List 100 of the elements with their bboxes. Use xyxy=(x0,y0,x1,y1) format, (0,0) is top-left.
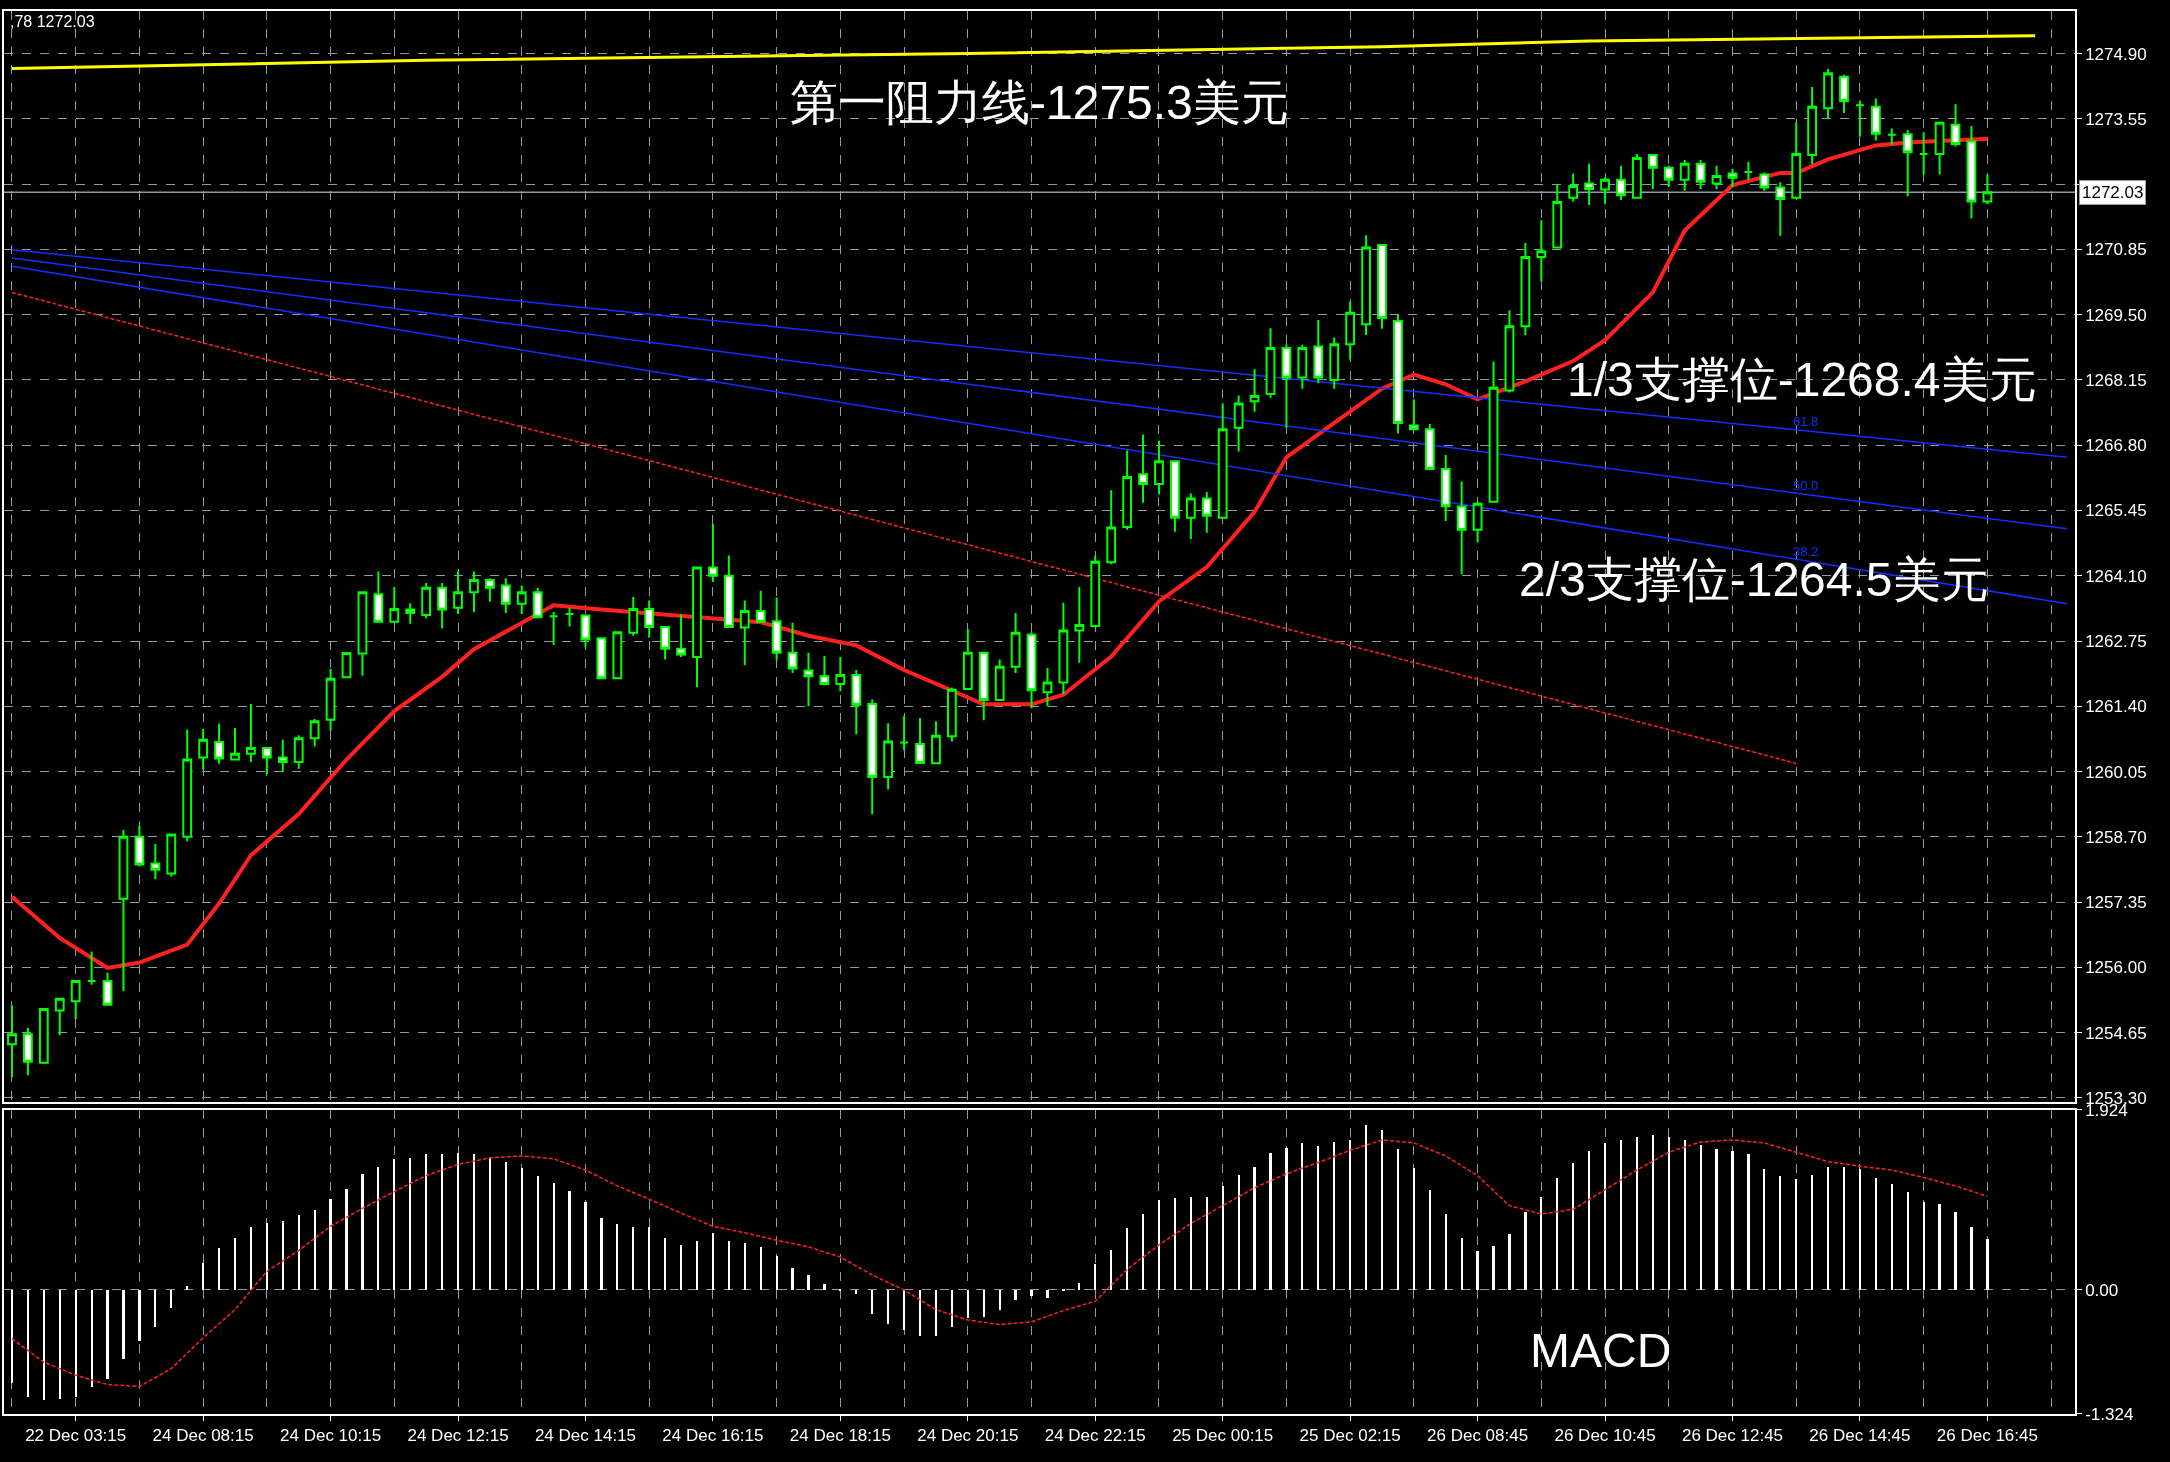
bar xyxy=(1461,1237,1463,1290)
candlestick xyxy=(500,577,511,614)
bar xyxy=(521,1167,523,1290)
bar xyxy=(1158,1199,1160,1290)
y-tick-label: 1273.55 xyxy=(2085,109,2147,129)
x-tick-label: 24 Dec 16:15 xyxy=(662,1426,764,1446)
y-tick-label: 1264.10 xyxy=(2085,566,2147,586)
candlestick xyxy=(453,570,463,615)
bar xyxy=(584,1201,587,1290)
bar xyxy=(1253,1166,1256,1290)
bar xyxy=(122,1289,125,1359)
candlestick xyxy=(1393,313,1403,435)
candlestick xyxy=(771,596,782,662)
annotation: 第一阻力线-1275.3美元 xyxy=(790,76,1289,129)
candlestick xyxy=(1584,162,1595,206)
candlestick xyxy=(1185,492,1196,541)
bar xyxy=(648,1226,650,1290)
y-tick-label: 1260.05 xyxy=(2085,762,2147,782)
x-tick-label: 24 Dec 08:15 xyxy=(152,1426,254,1446)
candlestick xyxy=(644,599,655,639)
candlestick xyxy=(978,651,989,722)
candlestick xyxy=(1839,73,1849,115)
series-label: 61.8 xyxy=(1793,414,1819,429)
candlestick xyxy=(1201,491,1212,534)
bar xyxy=(91,1289,93,1387)
candlestick xyxy=(469,570,479,614)
bar xyxy=(43,1289,45,1400)
candlestick xyxy=(182,728,193,843)
candlestick xyxy=(628,596,639,637)
candlestick xyxy=(389,585,400,623)
bar xyxy=(505,1161,507,1290)
candlestick xyxy=(787,621,798,674)
bar xyxy=(632,1226,634,1290)
bar xyxy=(1556,1177,1558,1290)
bar xyxy=(983,1289,985,1317)
bar xyxy=(361,1173,364,1290)
x-tick-label: 26 Dec 12:45 xyxy=(1681,1426,1784,1446)
candlestick xyxy=(437,582,447,630)
candlestick xyxy=(962,627,973,690)
candlestick xyxy=(1600,176,1610,205)
x-tick-label: 24 Dec 20:15 xyxy=(917,1426,1019,1446)
candlestick xyxy=(596,637,607,680)
bar xyxy=(1222,1185,1224,1290)
bar xyxy=(1588,1150,1590,1290)
bar xyxy=(1349,1139,1351,1290)
candlestick xyxy=(1042,667,1053,708)
bar xyxy=(1094,1263,1096,1290)
bar xyxy=(855,1289,857,1294)
bar xyxy=(1030,1289,1033,1296)
bar xyxy=(1142,1213,1144,1290)
bar xyxy=(1715,1148,1718,1290)
candlestick xyxy=(1743,160,1754,181)
candlestick xyxy=(548,611,559,646)
bar xyxy=(823,1283,826,1290)
bar xyxy=(1429,1189,1431,1290)
candlestick xyxy=(883,722,894,791)
bar xyxy=(1190,1196,1192,1290)
y-tick-label: 1262.75 xyxy=(2085,631,2147,651)
candlestick xyxy=(1966,125,1977,220)
bar xyxy=(1970,1226,1973,1290)
bar xyxy=(457,1152,459,1290)
bar xyxy=(170,1289,172,1308)
candlestick xyxy=(325,668,336,732)
bar xyxy=(314,1209,316,1290)
candlestick xyxy=(1345,300,1356,361)
y-tick-label: 1274.90 xyxy=(2085,44,2147,64)
bar xyxy=(1317,1145,1319,1290)
y-tick-label: 1261.40 xyxy=(2085,697,2147,717)
bar xyxy=(1476,1250,1479,1290)
bar xyxy=(186,1285,188,1290)
candlestick xyxy=(1154,439,1164,496)
candlestick xyxy=(1855,99,1865,138)
candlestick xyxy=(1122,449,1133,531)
bar xyxy=(202,1262,204,1290)
candlestick xyxy=(1647,154,1658,190)
candlestick xyxy=(166,833,177,878)
y-tick-label: 1269.50 xyxy=(2085,305,2147,325)
y-tick-label: 1268.15 xyxy=(2085,370,2147,390)
candlestick xyxy=(421,582,432,620)
y-tick-label: 1254.65 xyxy=(2085,1023,2147,1043)
bar xyxy=(1986,1238,1989,1290)
x-tick-label: 24 Dec 22:15 xyxy=(1044,1426,1146,1446)
bar xyxy=(696,1240,698,1290)
bar xyxy=(919,1289,921,1336)
y-tick-label: 1257.35 xyxy=(2085,893,2147,913)
bar xyxy=(59,1289,61,1399)
candlestick xyxy=(1934,121,1945,176)
bar xyxy=(1381,1129,1383,1290)
candlestick xyxy=(102,971,113,1006)
candlestick xyxy=(1361,234,1371,336)
candlestick xyxy=(405,602,416,625)
x-tick-label: 22 Dec 03:15 xyxy=(25,1426,127,1446)
candlestick xyxy=(1759,171,1770,192)
bar xyxy=(1907,1191,1909,1290)
line-series xyxy=(10,34,2037,71)
candlestick xyxy=(198,728,209,771)
candlestick xyxy=(1775,181,1786,237)
bar xyxy=(234,1237,236,1290)
candlestick xyxy=(1663,164,1674,188)
bar xyxy=(807,1274,810,1290)
